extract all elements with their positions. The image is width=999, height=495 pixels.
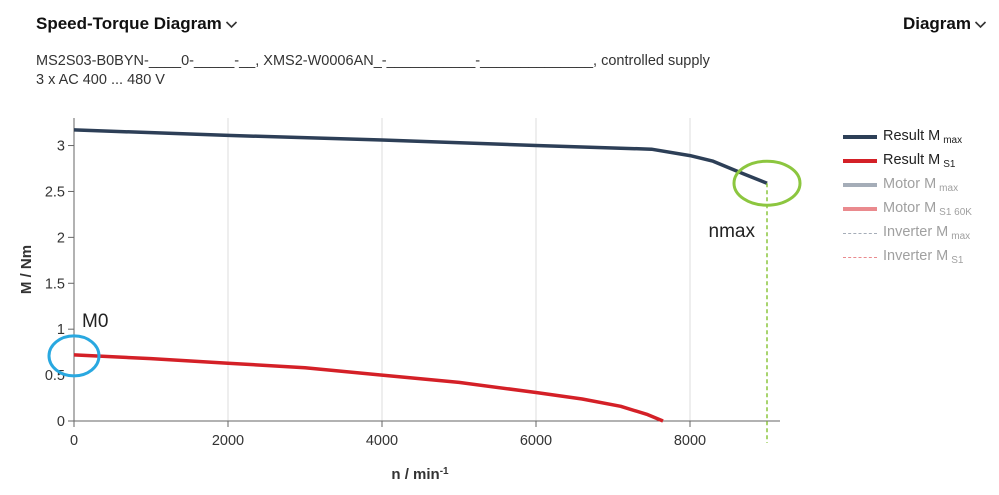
legend-item[interactable]: Motor M S1 60K: [843, 197, 972, 221]
view-selector-label: Diagram: [902, 14, 971, 33]
view-selector-dropdown[interactable]: Diagram: [903, 14, 987, 34]
legend-swatch: [843, 159, 877, 163]
x-tick-label: 4000: [366, 433, 398, 449]
legend-swatch: [843, 256, 877, 258]
m0-highlight-circle: [47, 334, 101, 378]
y-tick-label: 3: [57, 139, 65, 155]
series-line-result-m-s1: [73, 353, 664, 423]
nmax-annotation-label: nmax: [709, 221, 756, 242]
y-tick-label: 0: [57, 414, 65, 430]
annotation-layer: nmax M0: [47, 159, 802, 443]
x-tick-label: 0: [70, 433, 78, 449]
legend-label: Result M S1: [883, 152, 956, 170]
legend-swatch: [843, 183, 877, 187]
x-tick-label: 6000: [520, 433, 552, 449]
legend-swatch: [843, 135, 877, 139]
series-line-result-m-max: [73, 128, 768, 185]
legend-item[interactable]: Inverter M S1: [843, 245, 972, 269]
diagram-title-dropdown[interactable]: Speed-Torque Diagram: [36, 14, 238, 34]
legend-swatch: [843, 232, 877, 234]
x-axis-label: n / min-1: [391, 466, 449, 484]
legend-label: Inverter M S1: [883, 248, 964, 266]
supply-voltage-line: 3 x AC 400 ... 480 V: [36, 72, 165, 88]
x-tick-label: 8000: [674, 433, 706, 449]
grid-layer: [227, 118, 691, 421]
product-config-line: MS2S03-B0BYN-____0-_____-__, XMS2-W0006A…: [36, 53, 710, 69]
chevron-down-icon: [974, 20, 987, 28]
diagram-title: Speed-Torque Diagram: [36, 14, 222, 33]
nmax-highlight-circle: [732, 159, 802, 207]
y-axis-label: M / Nm: [18, 245, 35, 294]
y-tick-label: 2.5: [45, 184, 65, 200]
product-description: MS2S03-B0BYN-____0-_____-__, XMS2-W0006A…: [36, 52, 710, 90]
y-tick-label: 2: [57, 230, 65, 246]
legend-swatch: [843, 207, 877, 211]
legend-item[interactable]: Result M S1: [843, 149, 972, 173]
chevron-down-icon: [225, 20, 237, 28]
y-tick-label: 1.5: [45, 276, 65, 292]
series-layer: [73, 128, 768, 423]
x-tick-label: 2000: [212, 433, 244, 449]
legend-label: Motor M S1 60K: [883, 200, 972, 218]
m0-annotation-label: M0: [82, 311, 108, 332]
y-tick-label: 1: [57, 322, 65, 338]
